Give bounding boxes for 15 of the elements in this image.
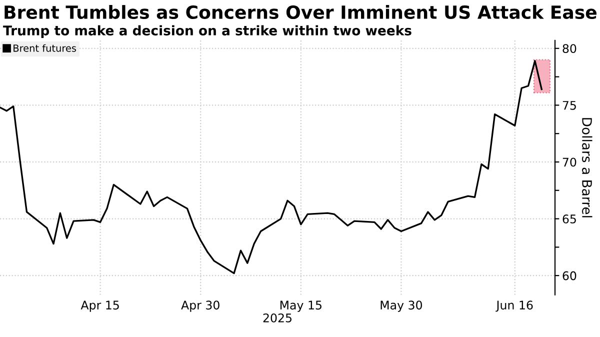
y-tick-label: 70	[562, 158, 576, 167]
x-tick-label: Jun 16	[496, 300, 533, 312]
y-axis-title: Dollars a Barrel	[582, 118, 592, 218]
y-tick-label: 75	[562, 101, 576, 110]
x-tick-label: May 15	[280, 300, 322, 312]
x-tick-label: May 30	[380, 300, 422, 312]
x-axis-title: 2025	[263, 313, 292, 322]
y-tick-label: 65	[562, 214, 576, 224]
chart-title: Brent Tumbles as Concerns Over Imminent US Attack Ease	[4, 5, 597, 20]
chart-subtitle: Trump to make a decision on a strike within two weeks	[3, 25, 412, 38]
y-tick-label: 60	[562, 271, 576, 280]
legend-label: Brent futures	[14, 44, 76, 52]
x-tick-label: Apr 30	[181, 300, 220, 312]
x-tick-label: Apr 15	[80, 300, 119, 312]
y-tick-label: 80	[562, 44, 576, 54]
